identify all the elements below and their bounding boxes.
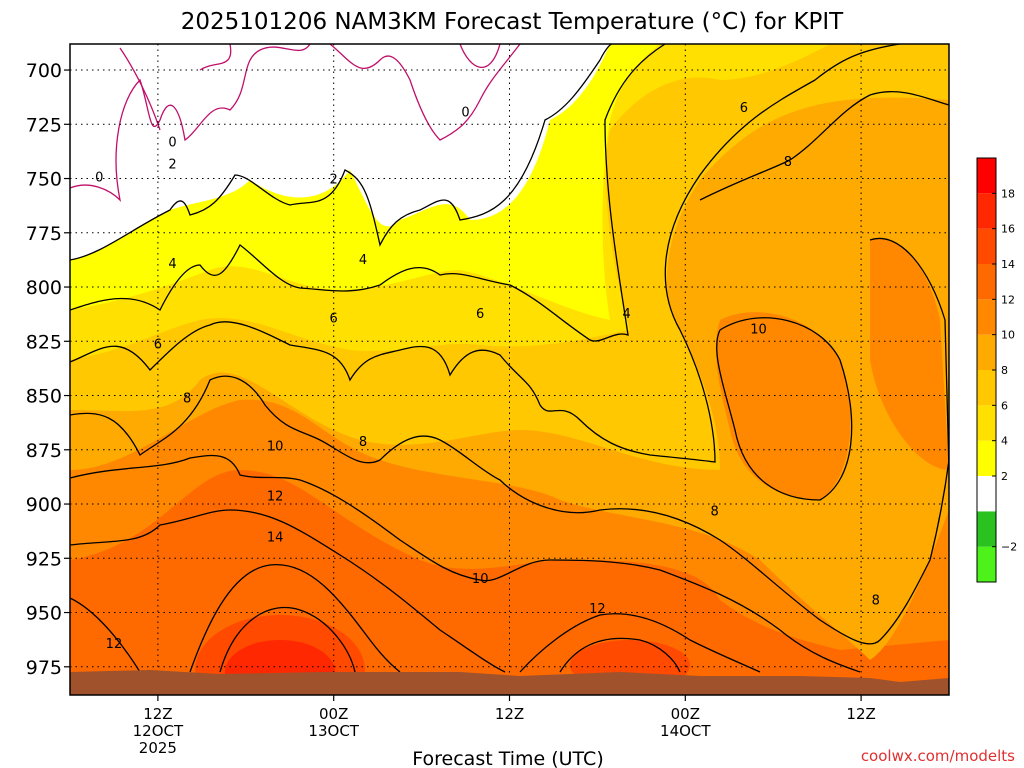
contour-line-4 <box>70 44 666 342</box>
contour-label: 0 <box>95 170 103 185</box>
contour-label: 12 <box>267 489 284 504</box>
colorbar-bin <box>977 405 996 441</box>
colorbar-bin <box>977 299 996 335</box>
contour-label: 10 <box>472 572 489 587</box>
chart-title: 2025101206 NAM3KM Forecast Temperature (… <box>181 9 844 35</box>
contour-line-0 <box>70 44 311 202</box>
y-tick-label: 825 <box>26 331 62 353</box>
colorbar-bin <box>977 476 996 512</box>
contour-line-12 <box>519 613 761 673</box>
contour-line-8 <box>70 375 949 645</box>
contour-line-0 <box>199 44 232 71</box>
contour-line-12 <box>70 597 141 673</box>
contour-line-12 <box>70 509 506 673</box>
colorbar-bin <box>977 334 996 370</box>
contour-line-0 <box>329 44 521 141</box>
y-tick-label: 925 <box>26 548 62 570</box>
contour-line-14 <box>189 564 401 673</box>
y-tick-label: 750 <box>26 169 62 191</box>
contour-line-0 <box>459 44 501 68</box>
contour-label: 10 <box>750 322 767 337</box>
grid-lines <box>70 44 949 695</box>
contour-lines <box>70 44 949 673</box>
colorbar-tick-label: 6 <box>1001 399 1008 412</box>
contour-label: 8 <box>710 505 718 520</box>
contour-label: 6 <box>740 101 748 116</box>
colorbar-bin <box>977 158 996 194</box>
colorbar-tick-label: 16 <box>1001 223 1015 236</box>
y-tick-label: 700 <box>26 60 62 82</box>
contour-label: 6 <box>154 337 162 352</box>
x-tick-label: 12Z <box>846 705 875 723</box>
contour-line-10 <box>70 454 861 673</box>
contour-line-14 <box>219 606 356 673</box>
contour-label: 4 <box>168 257 176 272</box>
credit-text: coolwx.com/modelts <box>861 747 1015 765</box>
colorbar-tick-label: 4 <box>1001 435 1008 448</box>
contour-line-6 <box>70 44 901 463</box>
contour-label: 0 <box>461 105 469 120</box>
x-tick-label: 14OCT <box>660 722 711 740</box>
y-tick-label: 725 <box>26 114 62 136</box>
contour-line-0 <box>119 47 161 131</box>
contour-line-8 <box>699 91 949 201</box>
contour-label: 2 <box>168 157 176 172</box>
colorbar-tick-label: 2 <box>1001 470 1008 483</box>
x-tick-label: 13OCT <box>308 722 359 740</box>
colorbar-bin <box>977 264 996 300</box>
colorbar-bin <box>977 511 996 547</box>
colorbar-tick-label: 14 <box>1001 258 1015 271</box>
colorbar-tick-label: 18 <box>1001 187 1015 200</box>
contour-label: 14 <box>267 531 284 546</box>
contour-label: 0 <box>168 136 176 151</box>
contour-label: 8 <box>872 594 880 609</box>
contour-line-10 <box>716 317 853 501</box>
colorbar-bin <box>977 193 996 229</box>
colorbar-tick-label: 12 <box>1001 293 1015 306</box>
contour-label: 2 <box>330 173 338 188</box>
x-tick-label: 2025 <box>139 739 177 757</box>
contour-label: 4 <box>623 307 631 322</box>
colorbar-bin <box>977 440 996 476</box>
y-tick-label: 900 <box>26 494 62 516</box>
x-tick-label: 00Z <box>671 705 700 723</box>
y-tick-label: 875 <box>26 440 62 462</box>
x-tick-label: 12OCT <box>133 722 184 740</box>
contour-labels: 0 0 0 2 2 4 4 4 6 6 6 6 8 8 8 8 8 10 10 10 12 12 12 14 <box>95 101 880 652</box>
colorbar-tick-label: −2 <box>1001 541 1017 554</box>
contour-label: 12 <box>589 602 606 617</box>
y-tick-label: 800 <box>26 277 62 299</box>
contour-label: 8 <box>183 392 191 407</box>
y-tick-label: 950 <box>26 603 62 625</box>
colorbar-tick-label: 10 <box>1001 329 1015 342</box>
contour-line-2 <box>70 44 613 261</box>
y-tick-label: 975 <box>26 657 62 679</box>
colorbar: −2 2 4 6 8 10 12 14 16 18 <box>976 157 1017 583</box>
ground-surface <box>70 670 949 695</box>
colorbar-bin <box>977 546 996 582</box>
contour-label: 4 <box>359 253 367 268</box>
contour-label: 12 <box>106 637 123 652</box>
y-tick-label: 850 <box>26 386 62 408</box>
colorbar-tick-label: 8 <box>1001 364 1008 377</box>
contour-label: 8 <box>359 435 367 450</box>
contour-label: 10 <box>267 439 284 454</box>
x-axis-label: Forecast Time (UTC) <box>412 748 603 768</box>
contour-line-14 <box>559 637 681 673</box>
contour-line-10 <box>869 237 949 471</box>
y-axis: 700 725 750 775 800 825 850 875 900 925 950 975 <box>26 60 70 679</box>
colorbar-bin <box>977 370 996 406</box>
x-tick-label: 00Z <box>319 705 348 723</box>
colorbar-bin <box>977 228 996 264</box>
contour-label: 6 <box>330 311 338 326</box>
contour-label: 8 <box>784 155 792 170</box>
contour-label: 6 <box>476 307 484 322</box>
y-tick-label: 775 <box>26 223 62 245</box>
x-tick-label: 12Z <box>495 705 524 723</box>
x-tick-label: 12Z <box>143 705 172 723</box>
